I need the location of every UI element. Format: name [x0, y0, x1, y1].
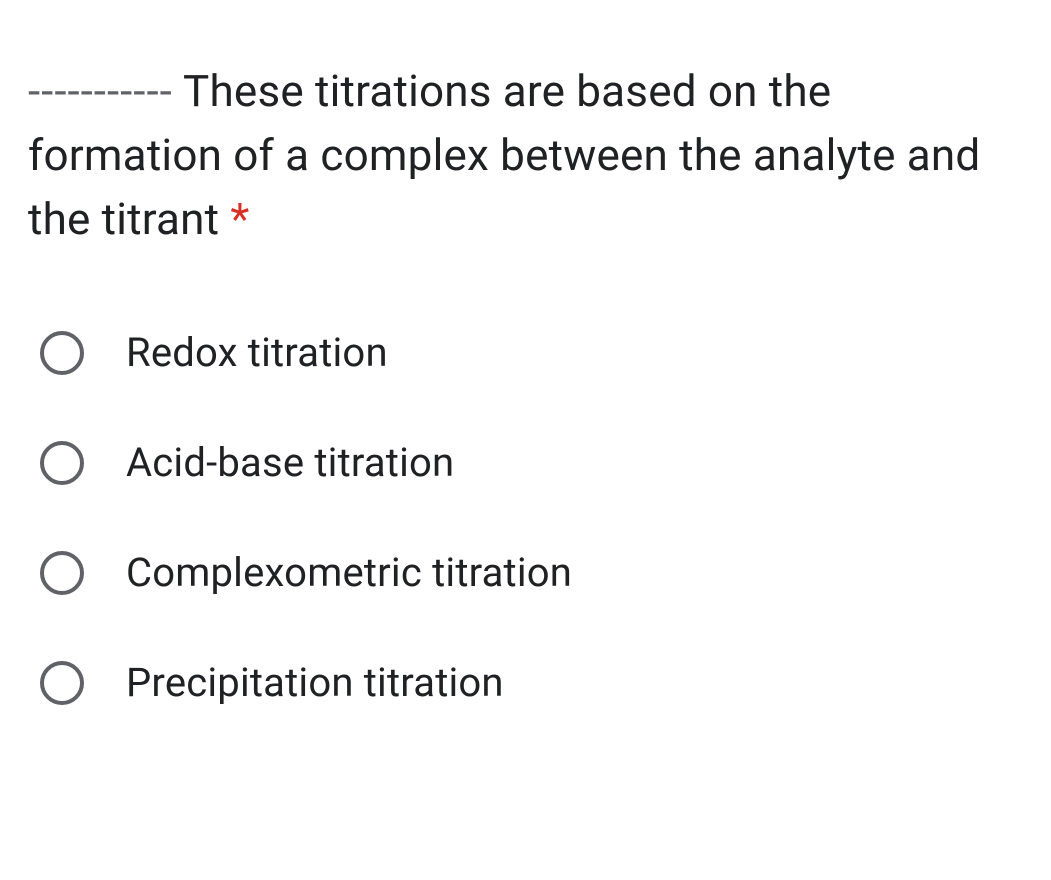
option-label: Acid-base titration — [126, 439, 454, 487]
option-label: Redox titration — [126, 329, 388, 377]
question-blank-dashes: ----------- — [28, 65, 173, 117]
radio-icon[interactable] — [40, 331, 84, 375]
option-redox-titration[interactable]: Redox titration — [40, 329, 1023, 377]
radio-icon[interactable] — [40, 441, 84, 485]
radio-icon[interactable] — [40, 661, 84, 705]
option-complexometric-titration[interactable]: Complexometric titration — [40, 549, 1023, 597]
option-label: Precipitation titration — [126, 659, 504, 707]
option-precipitation-titration[interactable]: Precipitation titration — [40, 659, 1023, 707]
radio-icon[interactable] — [40, 551, 84, 595]
options-group: Redox titration Acid-base titration Comp… — [28, 329, 1023, 707]
option-acid-base-titration[interactable]: Acid-base titration — [40, 439, 1023, 487]
question-text: ----------- These titrations are based o… — [28, 60, 1023, 251]
required-asterisk: * — [230, 193, 249, 245]
form-question-card: ----------- These titrations are based o… — [0, 0, 1051, 747]
option-label: Complexometric titration — [126, 549, 572, 597]
